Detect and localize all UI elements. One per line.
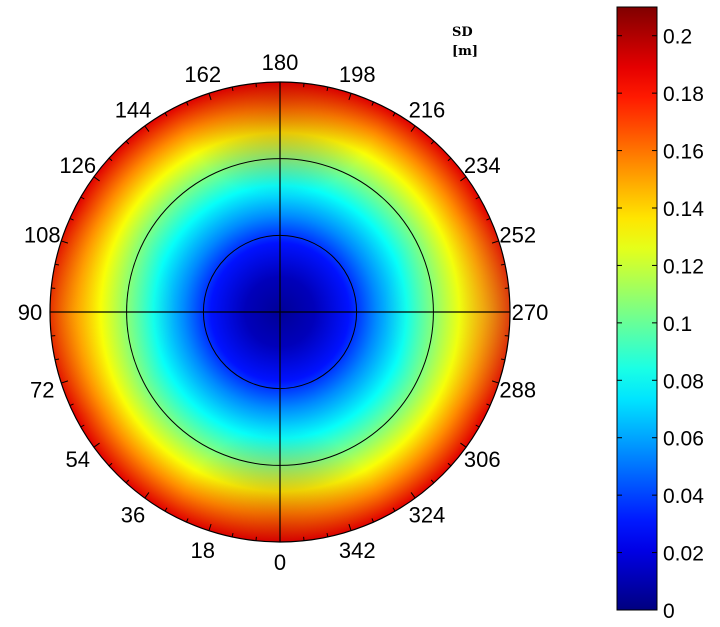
angle-tick-mark <box>69 217 74 221</box>
colorbar-tick-label: 0.14 <box>663 198 704 221</box>
colorbar-units: [m] <box>452 44 478 59</box>
angle-tick-label: 162 <box>184 62 221 87</box>
colorbar-tick-label: 0.2 <box>663 26 692 49</box>
angle-tick-mark <box>491 240 499 244</box>
angle-tick-label: 36 <box>121 502 145 527</box>
angle-tick-mark <box>144 492 150 499</box>
angle-tick-label: 252 <box>499 223 536 248</box>
angle-tick-label: 342 <box>339 538 376 563</box>
angle-tick-mark <box>108 157 113 162</box>
angle-tick-mark <box>80 196 85 200</box>
angle-tick-mark <box>410 492 416 499</box>
angle-tick-label: 324 <box>409 502 446 527</box>
angle-tick-mark <box>125 140 130 145</box>
angle-tick-mark <box>54 358 60 361</box>
colorbar-tick-label: 0.04 <box>663 485 704 508</box>
angle-tick-mark <box>208 93 212 101</box>
polar-plot-area: 0 18 36 54 72 90 108 126 144 162 180 198 216 234 252 27… <box>18 50 549 575</box>
angle-tick-mark <box>447 157 452 162</box>
colorbar-tick-label: 0.18 <box>663 83 704 106</box>
angle-tick-mark <box>371 101 375 106</box>
colorbar-tick-label: 0.06 <box>663 428 704 451</box>
angle-tick-mark <box>430 479 435 484</box>
angle-tick-mark <box>69 403 74 407</box>
angle-tick-mark <box>410 125 416 132</box>
angle-tick-mark <box>54 263 60 266</box>
colorbar-tick-label: 0 <box>663 600 675 623</box>
colorbar-tick-label: 0.02 <box>663 543 704 566</box>
angle-tick-label: 270 <box>512 300 549 325</box>
angle-tick-label: 144 <box>115 98 152 123</box>
angle-tick-mark <box>500 263 506 266</box>
angle-tick-label: 90 <box>18 300 42 325</box>
angle-tick-mark <box>475 424 480 428</box>
angle-tick-label: 0 <box>274 550 286 575</box>
colorbar-tick-label: 0.08 <box>663 370 704 393</box>
angle-tick-mark <box>392 507 396 512</box>
colorbar-gradient <box>616 6 658 611</box>
angle-tick-label: 18 <box>191 538 215 563</box>
angle-tick-mark <box>61 380 69 384</box>
angle-tick-label: 288 <box>499 377 536 402</box>
angle-tick-mark <box>348 93 352 101</box>
angle-tick-mark <box>208 523 212 531</box>
angle-tick-mark <box>61 240 69 244</box>
angle-tick-label: 306 <box>464 447 501 472</box>
angle-tick-label: 198 <box>339 62 376 87</box>
angle-tick-mark <box>447 462 452 467</box>
angle-tick-mark <box>430 140 435 145</box>
angle-tick-mark <box>460 176 467 182</box>
angle-tick-mark <box>164 112 168 117</box>
angle-tick-mark <box>231 532 234 538</box>
angle-tick-mark <box>392 112 396 117</box>
angle-tick-mark <box>326 86 329 92</box>
angle-tick-label: 234 <box>464 153 501 178</box>
angle-tick-mark <box>125 479 130 484</box>
colorbar: 0 0.02 0.04 0.06 0.08 0.1 0.12 0.14 0.16 0.18 0.2 <box>616 6 704 623</box>
colorbar-tick-label: 0.16 <box>663 141 704 164</box>
colorbar-tick-label: 0.1 <box>663 313 692 336</box>
angle-tick-label: 54 <box>66 447 90 472</box>
angle-tick-label: 180 <box>262 50 299 75</box>
angle-tick-mark <box>231 86 234 92</box>
angle-tick-mark <box>500 358 506 361</box>
angle-tick-mark <box>144 125 150 132</box>
angle-tick-mark <box>164 507 168 512</box>
angle-tick-mark <box>185 101 189 106</box>
angle-tick-mark <box>486 403 491 407</box>
angle-tick-label: 108 <box>24 223 61 248</box>
angle-tick-mark <box>371 518 375 523</box>
angle-tick-mark <box>486 217 491 221</box>
angle-tick-mark <box>108 462 113 467</box>
colorbar-tick-label: 0.12 <box>663 255 704 278</box>
angle-tick-label: 72 <box>30 377 54 402</box>
angle-tick-label: 126 <box>59 153 96 178</box>
angle-tick-mark <box>185 518 189 523</box>
angle-tick-label: 216 <box>409 98 446 123</box>
angle-tick-mark <box>475 196 480 200</box>
angle-tick-mark <box>93 442 100 448</box>
angle-tick-mark <box>93 176 100 182</box>
angle-tick-mark <box>460 442 467 448</box>
angle-tick-mark <box>348 523 352 531</box>
angle-tick-mark <box>326 532 329 538</box>
angle-tick-mark <box>80 424 85 428</box>
angle-tick-mark <box>491 380 499 384</box>
colorbar-title: SD <box>452 25 473 40</box>
